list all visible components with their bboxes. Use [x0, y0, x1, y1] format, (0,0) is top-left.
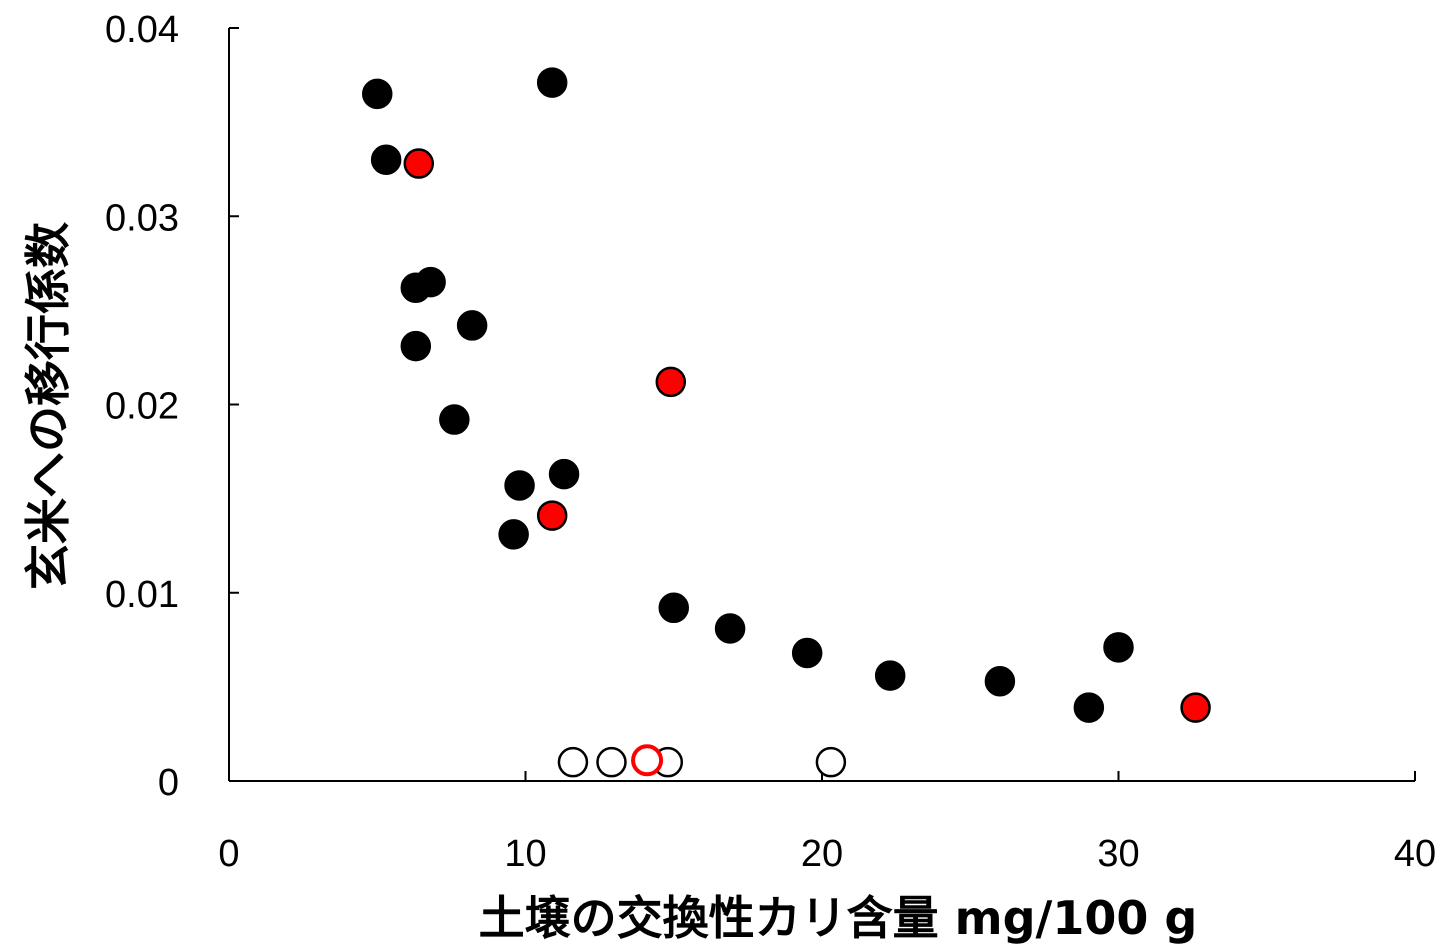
data-point [1103, 632, 1134, 663]
data-point [874, 660, 906, 691]
x-tick-label: 30 [1097, 833, 1139, 875]
y-tick-label: 0.03 [105, 197, 179, 239]
y-tick-label: 0.02 [105, 386, 179, 428]
y-tick-label: 0.04 [105, 9, 179, 51]
data-point [400, 330, 432, 362]
y-axis-title: 玄米への移行係数 [21, 222, 75, 590]
data-point [536, 67, 568, 98]
data-point [791, 637, 823, 669]
x-tick-label: 0 [218, 833, 239, 875]
data-point [362, 78, 393, 110]
axes: 0 0.01 0.02 0.03 0.04 0 10 20 30 40 [105, 9, 1436, 875]
data-point [557, 746, 589, 778]
data-point [548, 458, 580, 490]
data-point [403, 148, 435, 179]
data-point [456, 310, 488, 341]
data-point [658, 592, 689, 624]
data-point [498, 519, 529, 550]
data-point [504, 470, 535, 501]
x-tick-label: 20 [801, 833, 843, 875]
data-point [415, 266, 446, 298]
data-point [815, 746, 847, 778]
data-point [655, 366, 687, 398]
data-point [596, 746, 627, 778]
data-point [536, 500, 568, 531]
data-point [631, 744, 664, 777]
data-point [1180, 692, 1211, 723]
x-tick-label: 10 [504, 833, 546, 875]
y-tick-label: 0.01 [105, 574, 179, 616]
data-points [362, 67, 1211, 778]
x-tick-label: 40 [1394, 833, 1436, 875]
x-axis-title: 土壌の交換性カリ含量 mg/100 g [479, 891, 1198, 945]
data-point [1073, 692, 1105, 723]
data-point [714, 613, 746, 644]
data-point [370, 144, 402, 176]
data-point [984, 665, 1016, 697]
y-tick-label: 0 [158, 762, 179, 804]
data-point [439, 404, 470, 435]
